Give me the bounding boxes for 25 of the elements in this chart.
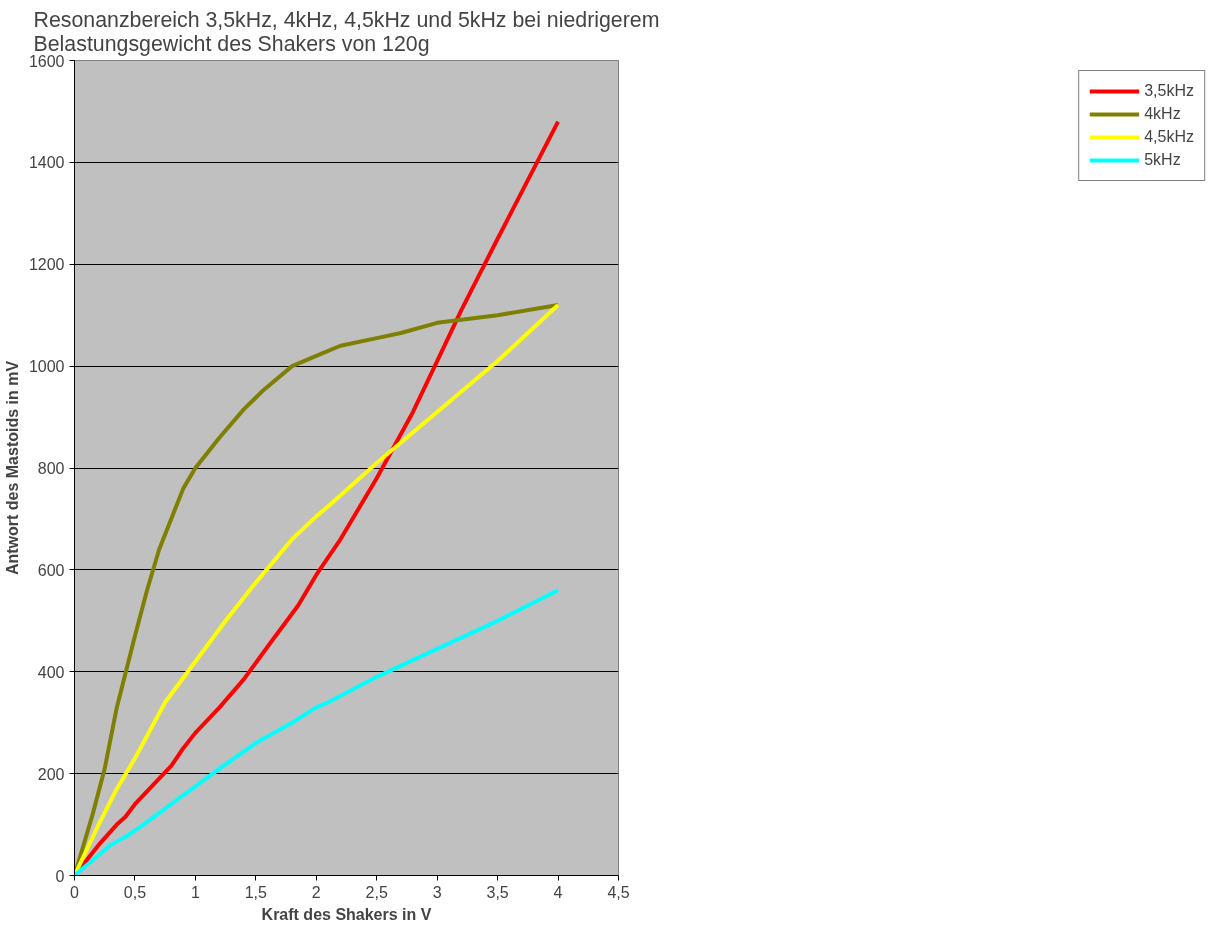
- y-axis-title: Antwort des Mastoids in mV: [3, 360, 21, 576]
- line-series: [74, 588, 561, 876]
- legend-label: 4,5kHz: [1144, 128, 1194, 146]
- legend-label: 4kHz: [1144, 105, 1181, 123]
- x-tick-label: 4,5: [607, 883, 630, 901]
- y-tick-label: 1200: [28, 256, 65, 274]
- x-tick-label: 3,5: [486, 883, 509, 901]
- x-tick-label: 0,5: [123, 883, 147, 901]
- legend-label: 5kHz: [1144, 151, 1181, 169]
- x-tick-label: 4: [553, 883, 563, 901]
- y-tick-label: 1000: [28, 358, 65, 376]
- y-tick-label: 0: [55, 867, 65, 885]
- y-tick-label: 200: [37, 765, 65, 783]
- y-tick-label: 1400: [28, 154, 65, 172]
- y-tick-label: 600: [37, 561, 65, 579]
- x-tick-label: 1,5: [244, 883, 268, 901]
- x-axis-title: Kraft des Shakers in V: [261, 905, 432, 923]
- x-tick-label: 0: [70, 883, 80, 901]
- y-tick-label: 400: [37, 663, 65, 681]
- x-tick-label: 2: [311, 883, 321, 901]
- x-tick-label: 3: [432, 883, 442, 901]
- y-tick-label: 800: [37, 460, 65, 477]
- x-tick-label: 1: [190, 883, 200, 901]
- legend-label: 3,5kHz: [1144, 82, 1194, 100]
- x-tick-label: 2,5: [365, 883, 388, 901]
